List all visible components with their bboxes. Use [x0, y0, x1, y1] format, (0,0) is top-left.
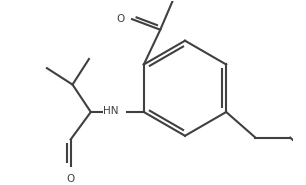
Text: HN: HN	[103, 106, 118, 116]
Text: O: O	[116, 14, 125, 24]
Text: O: O	[67, 174, 75, 184]
